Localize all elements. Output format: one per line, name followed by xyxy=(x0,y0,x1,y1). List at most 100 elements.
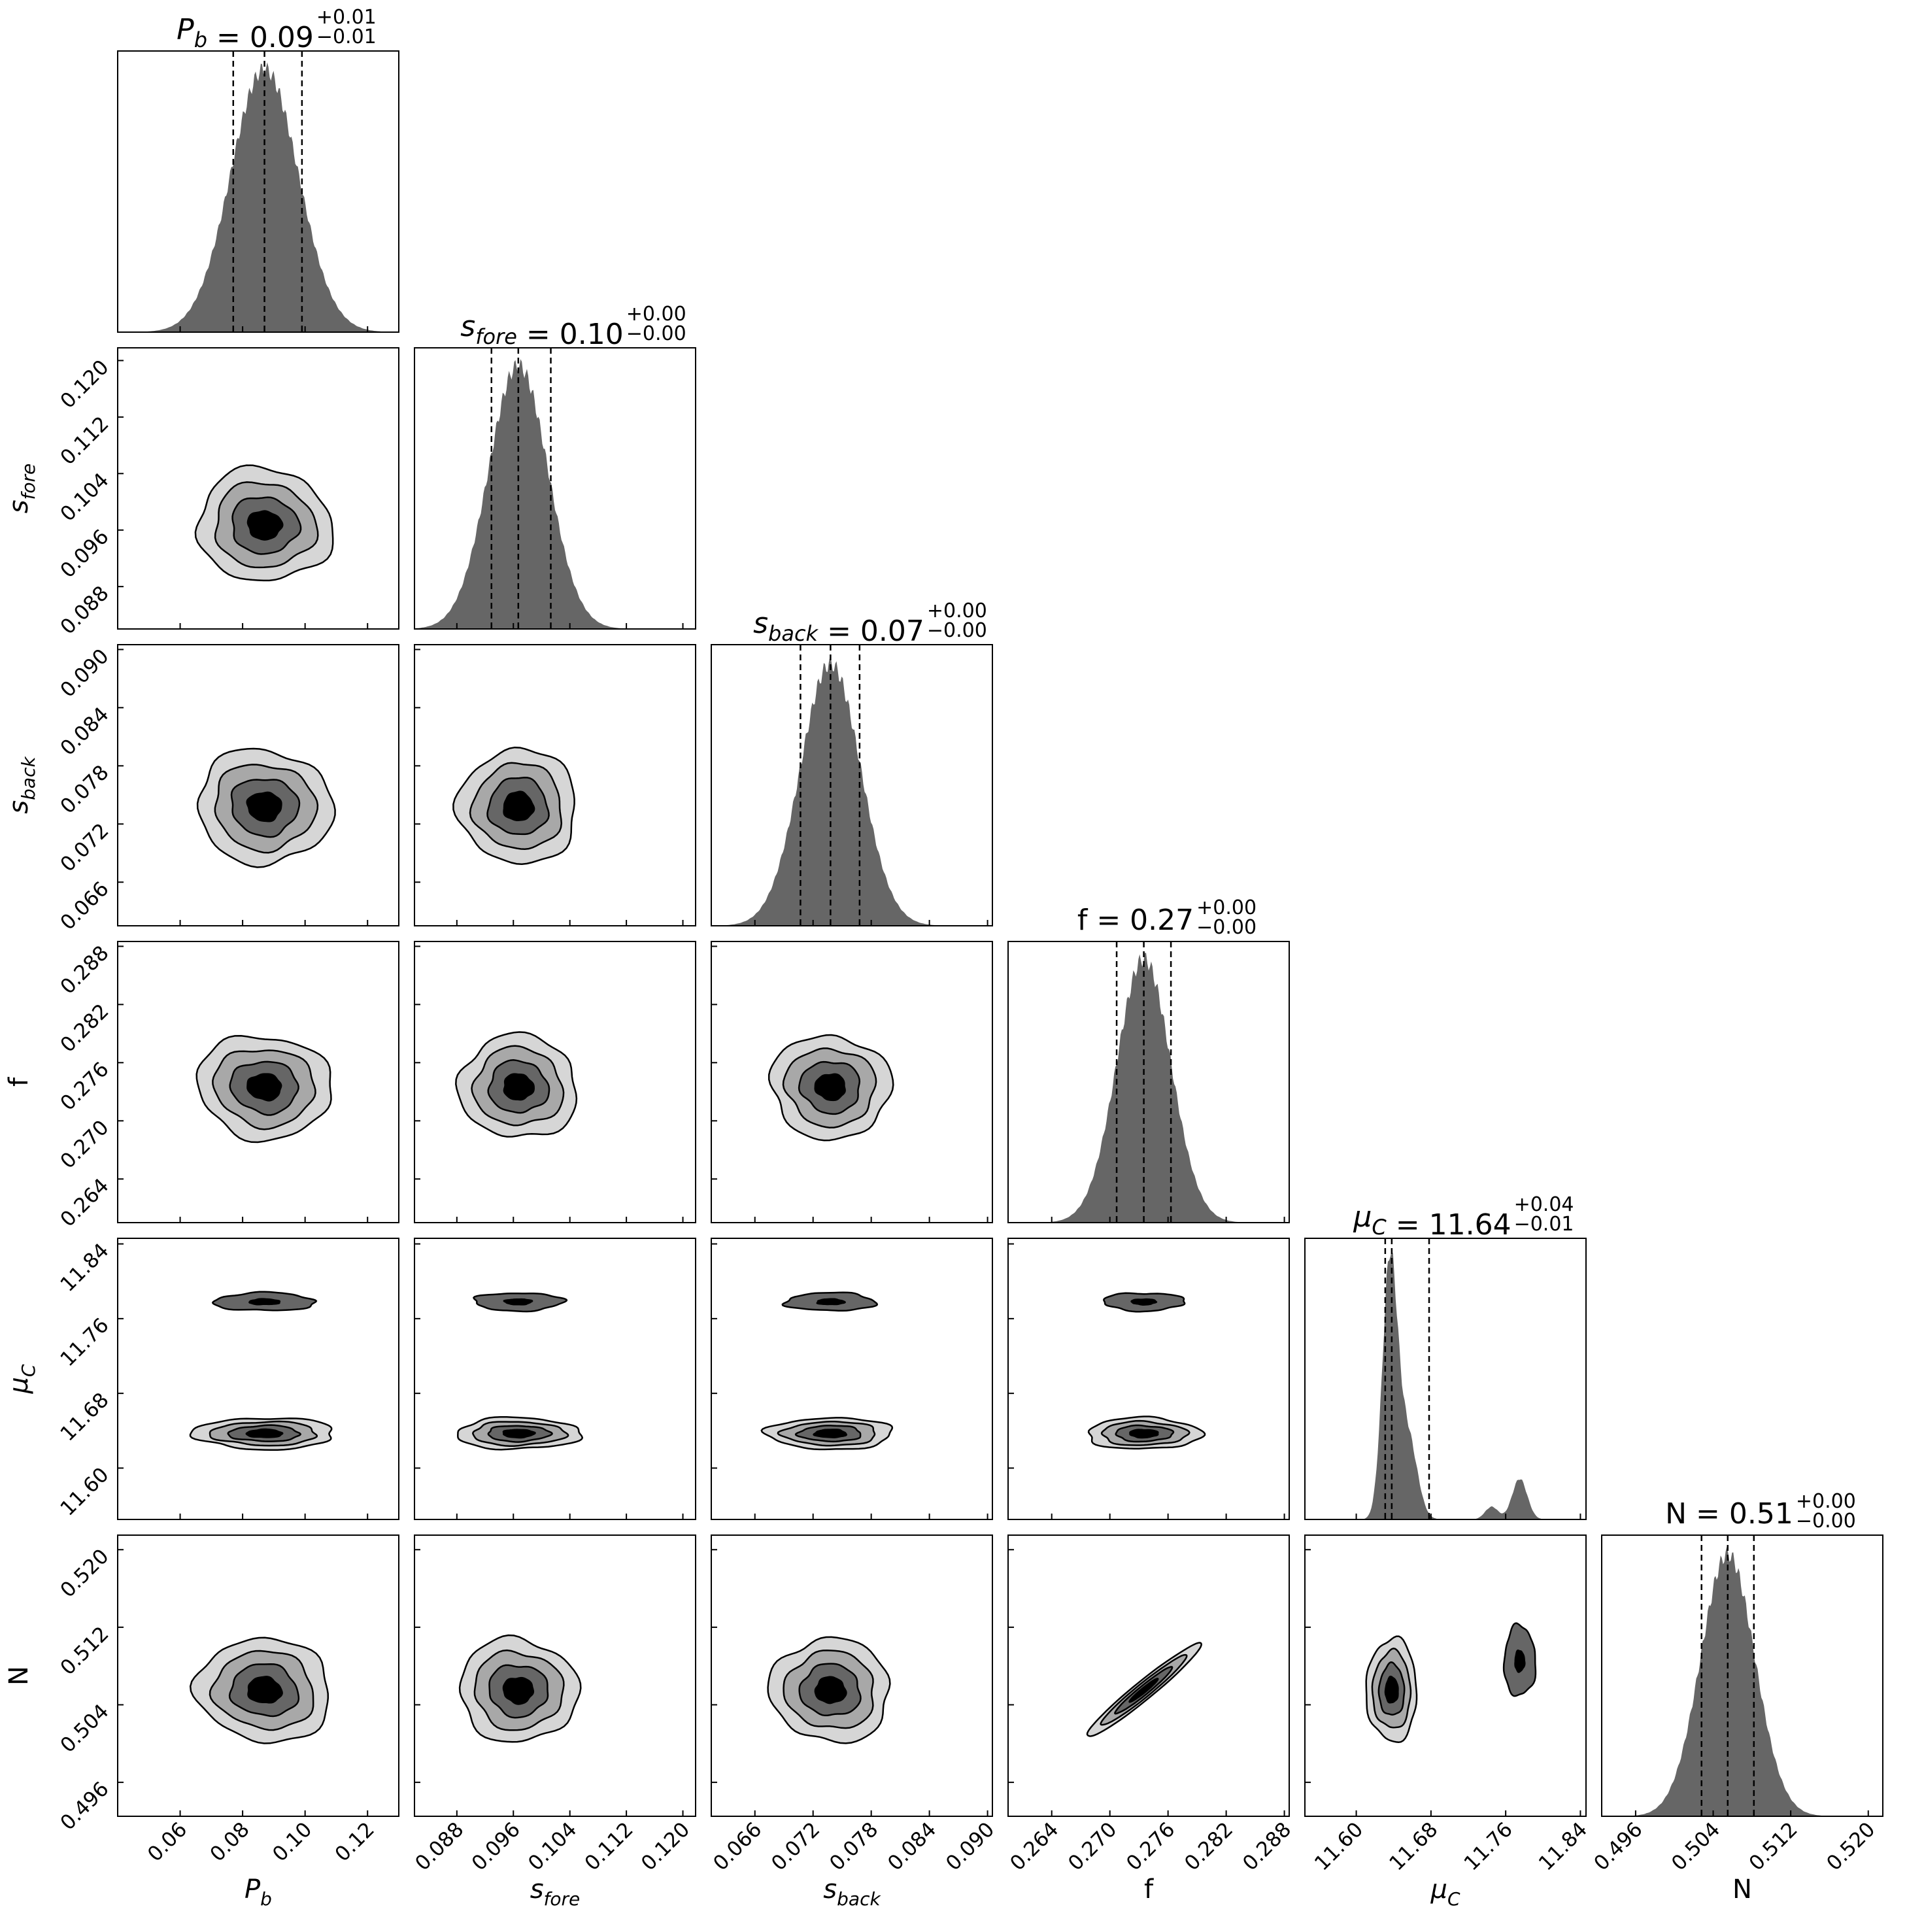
y-axis-label-f: f xyxy=(4,1077,34,1087)
title-minus: −0.00 xyxy=(927,619,987,642)
y-axis-label-sfore: sfore xyxy=(4,464,39,514)
panel-title: sback = 0.07+0.00−0.00 xyxy=(753,600,987,648)
y-tick-label: 0.504 xyxy=(56,1700,113,1757)
histogram xyxy=(1602,1546,1883,1816)
title-main: Pb = 0.09 xyxy=(177,13,314,54)
x-tick-label: 0.088 xyxy=(411,1818,468,1875)
panel-background xyxy=(1305,1535,1586,1816)
secondary-mode-level-2 xyxy=(816,1298,846,1306)
x-tick-label: 11.68 xyxy=(1385,1818,1442,1875)
panel-background xyxy=(118,1238,399,1519)
title-minus: −0.00 xyxy=(1796,1510,1856,1533)
main-mode-level-4 xyxy=(813,1429,847,1438)
y-tick-label: 0.066 xyxy=(56,877,113,934)
title-plus: +0.01 xyxy=(316,6,377,29)
panel-f-f: f = 0.27 +0.00−0.00 xyxy=(1007,896,1290,1223)
y-tick-label: 0.282 xyxy=(56,1000,113,1057)
panel-title: f = 0.27 +0.00−0.00 xyxy=(1077,896,1257,939)
x-tick-label: 0.06 xyxy=(143,1818,192,1866)
contour-level-4 xyxy=(502,1676,535,1705)
panel-frame xyxy=(117,941,399,1223)
panel-frame xyxy=(711,1238,993,1520)
panel-frame xyxy=(117,1534,399,1817)
y-tick-label: 0.276 xyxy=(56,1058,113,1115)
title-main: f = 0.27 xyxy=(1077,904,1194,937)
panel-muC-sfore xyxy=(414,1238,696,1520)
contour-level-4 xyxy=(247,1676,283,1704)
panel-frame xyxy=(414,1534,696,1817)
contour-level-4 xyxy=(814,1676,847,1704)
panel-frame xyxy=(1304,1238,1587,1520)
x-tick-label: 0.504 xyxy=(1667,1818,1725,1875)
panel-frame xyxy=(1007,1238,1290,1520)
x-tick-label: 0.12 xyxy=(331,1818,379,1866)
y-tick-label: 0.078 xyxy=(56,761,113,819)
y-tick-label: 0.270 xyxy=(56,1116,113,1174)
contour-level-4 xyxy=(246,510,284,541)
x-tick-label: 0.104 xyxy=(524,1818,581,1875)
secondary-mode-level-2 xyxy=(503,1298,533,1306)
y-tick-label: 0.072 xyxy=(56,819,113,877)
contour-level-4 xyxy=(503,1073,535,1101)
panel-frame xyxy=(711,1534,993,1817)
x-tick-label: 0.270 xyxy=(1064,1818,1121,1875)
y-tick-label: 0.104 xyxy=(56,469,113,526)
panel-title: μC = 11.64+0.04−0.01 xyxy=(1353,1193,1574,1242)
panel-N-sback: 0.066 0.072 0.078 0.084 0.090 xyxy=(709,1534,999,1875)
x-axis-label-N: N xyxy=(1732,1874,1752,1905)
panel-background xyxy=(711,1238,992,1519)
x-tick-label: 0.496 xyxy=(1589,1818,1647,1875)
x-tick-label: 11.76 xyxy=(1460,1818,1517,1875)
correlated-ellipse-level-4 xyxy=(1128,1678,1159,1703)
panel-sback-sback: sback = 0.07+0.00−0.00 xyxy=(711,600,993,926)
x-tick-label: 0.120 xyxy=(637,1818,694,1875)
panel-frame xyxy=(414,644,696,926)
x-axis-label-f: f xyxy=(1144,1874,1154,1905)
histogram xyxy=(711,656,992,926)
panel-frame xyxy=(117,644,399,926)
panel-muC-muC: μC = 11.64+0.04−0.01 xyxy=(1304,1193,1587,1520)
title-main: μC = 11.64 xyxy=(1353,1200,1511,1242)
y-tick-label: 0.512 xyxy=(56,1622,113,1680)
x-tick-label: 0.10 xyxy=(268,1818,316,1866)
panel-frame xyxy=(117,347,399,630)
y-tick-label: 0.090 xyxy=(56,645,113,702)
x-tick-label: 0.096 xyxy=(467,1818,525,1875)
panel-N-muC: 11.60 11.68 11.76 11.84 xyxy=(1304,1534,1592,1875)
contour-level-4 xyxy=(503,790,535,821)
panel-f-sfore xyxy=(414,941,696,1223)
panel-frame xyxy=(117,1238,399,1520)
x-tick-label: 0.066 xyxy=(709,1818,766,1875)
y-axis-label-N: N xyxy=(4,1666,34,1686)
secondary-mode-level-2 xyxy=(248,1298,281,1306)
main-mode-level-4 xyxy=(1129,1429,1159,1439)
panel-muC-f xyxy=(1007,1238,1290,1520)
main-mode-level-4 xyxy=(1384,1675,1399,1704)
y-tick-label: 0.096 xyxy=(56,525,113,583)
histogram xyxy=(414,359,696,629)
x-tick-label: 0.08 xyxy=(205,1818,254,1866)
y-tick-label: 0.088 xyxy=(56,581,113,639)
main-mode-level-4 xyxy=(502,1429,536,1439)
y-tick-label: 0.084 xyxy=(56,703,113,760)
panel-frame xyxy=(117,50,399,333)
panel-muC-Pb: 11.60 11.68 11.76 11.84 xyxy=(56,1238,399,1521)
panel-frame xyxy=(711,644,993,926)
panel-muC-sback xyxy=(711,1238,993,1520)
panel-sback-sfore xyxy=(414,644,696,926)
y-tick-label: 0.264 xyxy=(56,1174,113,1231)
x-tick-label: 0.520 xyxy=(1822,1818,1880,1875)
panel-background xyxy=(414,1238,696,1519)
contour-level-4 xyxy=(246,791,282,822)
panel-f-sback xyxy=(711,941,993,1223)
panel-frame xyxy=(711,941,993,1223)
title-main: sfore = 0.10 xyxy=(460,310,623,351)
title-main: N = 0.51 xyxy=(1665,1497,1793,1531)
x-tick-label: 0.512 xyxy=(1745,1818,1802,1875)
panel-Pb-Pb: Pb = 0.09+0.01−0.01 xyxy=(117,6,399,333)
title-plus: +0.00 xyxy=(1796,1490,1856,1513)
